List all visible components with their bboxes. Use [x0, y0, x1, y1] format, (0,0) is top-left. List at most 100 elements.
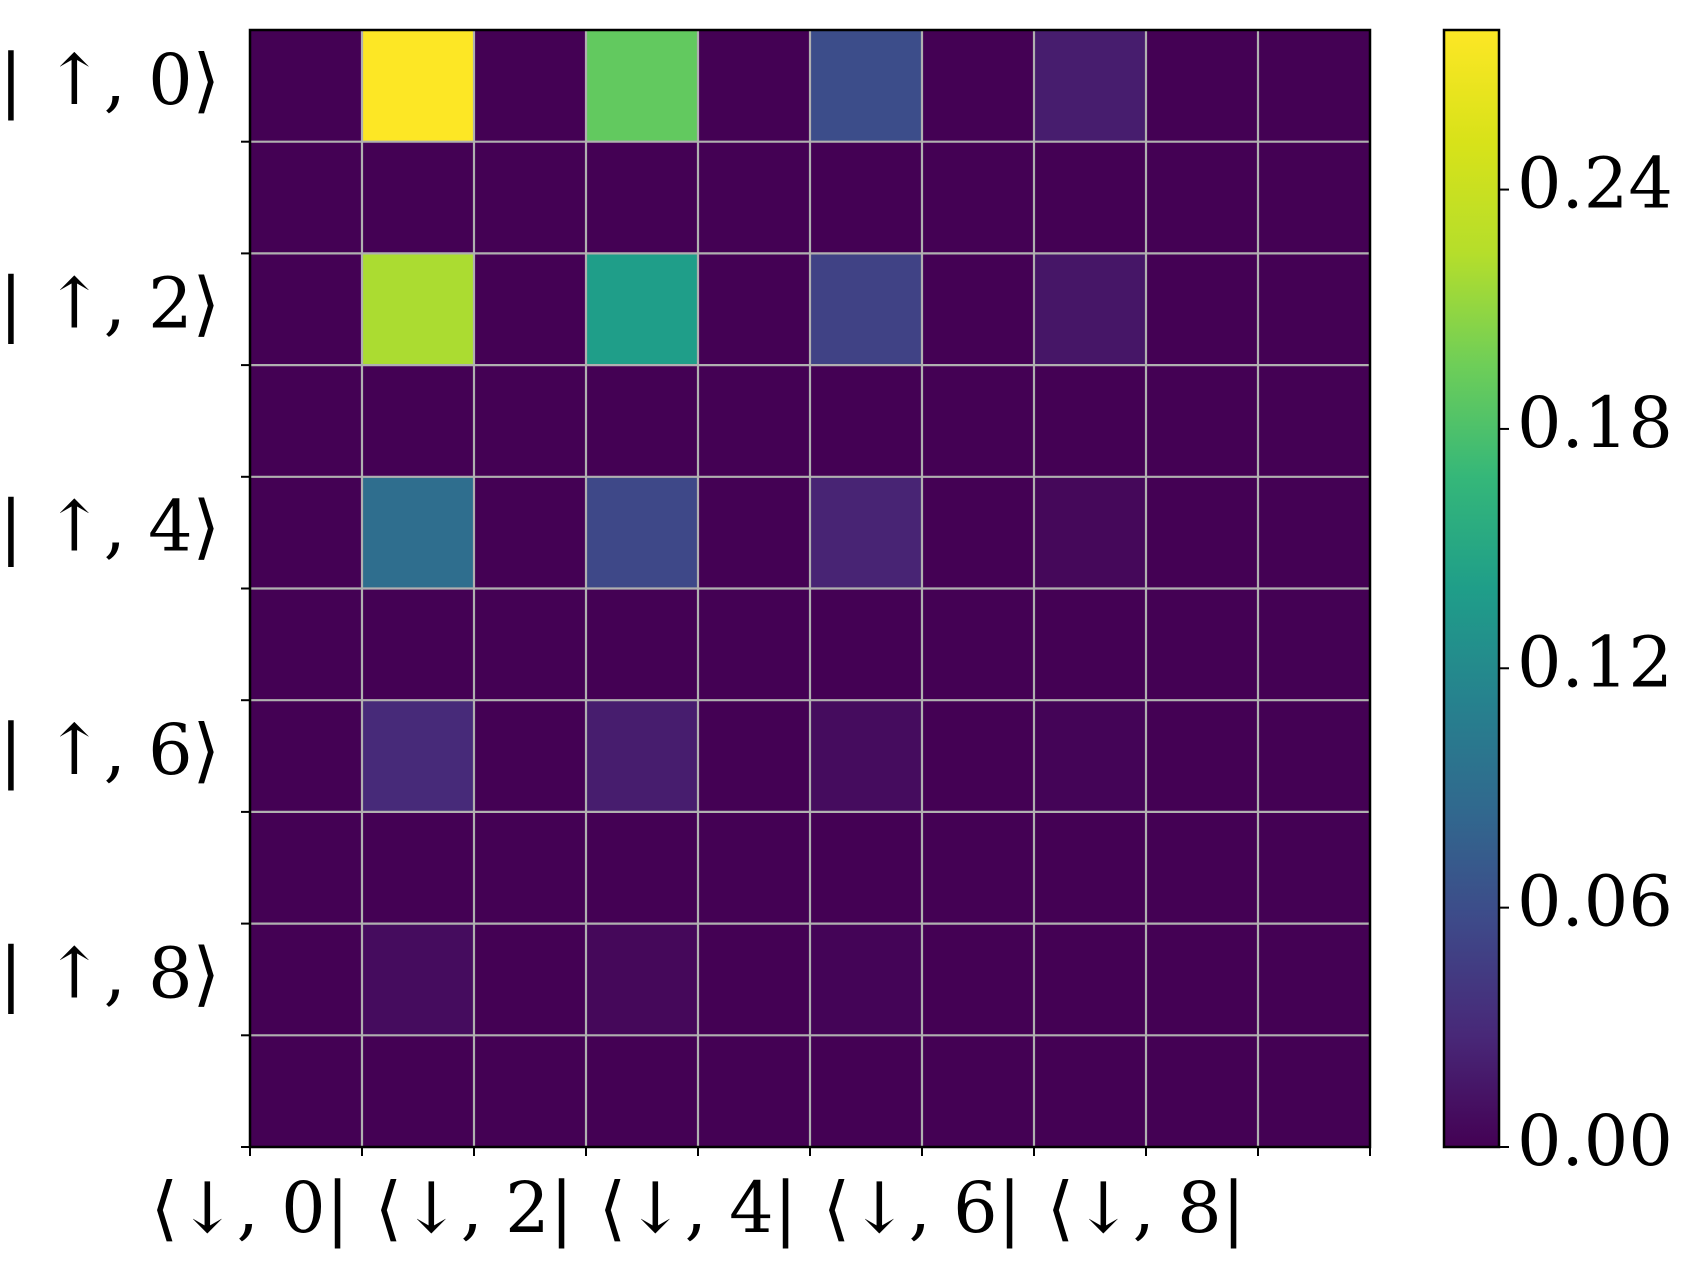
heatmap-cell-r7-c6	[922, 811, 1035, 925]
heatmap-cell-r4-c9	[1258, 476, 1371, 589]
heatmap-cell-r0-c9	[1258, 30, 1371, 143]
heatmap-cell-r0-c3	[586, 30, 699, 143]
heatmap-cell-r8-c0	[250, 923, 363, 1036]
heatmap-cell-r4-c5	[810, 476, 923, 589]
heatmap-cell-r5-c0	[250, 588, 363, 701]
heatmap-cell-r1-c2	[474, 141, 587, 254]
heatmap-gridlines	[250, 30, 1370, 1147]
x-tick-label: ⟨↓, 8|	[1047, 1167, 1246, 1249]
heatmap-cell-r6-c2	[474, 700, 587, 813]
heatmap-cell-r6-c4	[698, 700, 811, 813]
heatmap-cell-r9-c1	[362, 1035, 475, 1148]
heatmap-cell-r3-c5	[810, 365, 923, 478]
heatmap-cell-r2-c0	[250, 253, 363, 366]
heatmap-cell-r0-c2	[474, 30, 587, 143]
heatmap-cell-r5-c1	[362, 588, 475, 701]
heatmap-cell-r1-c9	[1258, 141, 1371, 254]
heatmap-cell-r1-c8	[1146, 141, 1259, 254]
heatmap-cell-r4-c2	[474, 476, 587, 589]
heatmap-cell-r8-c4	[698, 923, 811, 1036]
x-tick-labels: ⟨↓, 0| ⟨↓, 2| ⟨↓, 4| ⟨↓, 6| ⟨↓, 8|	[151, 1167, 1246, 1249]
heatmap-cell-r0-c4	[698, 30, 811, 143]
x-tick-label: ⟨↓, 4|	[599, 1167, 798, 1249]
heatmap-cell-r9-c4	[698, 1035, 811, 1148]
heatmap-cell-r2-c5	[810, 253, 923, 366]
heatmap-cell-r9-c8	[1146, 1035, 1259, 1148]
heatmap-cell-r6-c5	[810, 700, 923, 813]
y-tick-label: | ↑, 4⟩	[0, 486, 220, 568]
heatmap-cell-r6-c3	[586, 700, 699, 813]
heatmap-cell-r6-c9	[1258, 700, 1371, 813]
heatmap-cell-r7-c8	[1146, 811, 1259, 925]
heatmap-cell-r9-c2	[474, 1035, 587, 1148]
y-tick-label: | ↑, 0⟩	[0, 39, 220, 121]
heatmap-cell-r7-c3	[586, 811, 699, 925]
heatmap-cell-r8-c5	[810, 923, 923, 1036]
heatmap-cell-r0-c7	[1034, 30, 1147, 143]
heatmap-cell-r6-c8	[1146, 700, 1259, 813]
heatmap-cell-r0-c8	[1146, 30, 1259, 143]
heatmap-cell-r1-c5	[810, 141, 923, 254]
colorbar-ticks: 0.00 0.06 0.12 0.18 0.24	[1499, 143, 1673, 1182]
colorbar-tick-label: 0.24	[1517, 143, 1673, 225]
heatmap-cell-r7-c1	[362, 811, 475, 925]
colorbar	[1442, 28, 1501, 1149]
heatmap-cell-r2-c4	[698, 253, 811, 366]
colorbar-tick-label: 0.00	[1517, 1100, 1673, 1182]
heatmap-cell-r9-c9	[1258, 1035, 1371, 1148]
heatmap-cell-r8-c3	[586, 923, 699, 1036]
heatmap-cell-r4-c6	[922, 476, 1035, 589]
heatmap-cell-r8-c9	[1258, 923, 1371, 1036]
heatmap-cell-r4-c1	[362, 476, 475, 589]
heatmap-cell-r4-c0	[250, 476, 363, 589]
heatmap-cell-r8-c7	[1034, 923, 1147, 1036]
heatmap-cell-r0-c5	[810, 30, 923, 143]
y-tick-label: | ↑, 2⟩	[0, 262, 220, 344]
heatmap-cell-r8-c6	[922, 923, 1035, 1036]
heatmap-cell-r4-c3	[586, 476, 699, 589]
heatmap-cell-r1-c1	[362, 141, 475, 254]
heatmap-cell-r2-c8	[1146, 253, 1259, 366]
y-tick-label: | ↑, 8⟩	[0, 932, 220, 1014]
heatmap-cell-r3-c6	[922, 365, 1035, 478]
heatmap-cell-r5-c7	[1034, 588, 1147, 701]
heatmap-cell-r8-c1	[362, 923, 475, 1036]
colorbar-tick-label: 0.18	[1517, 382, 1673, 464]
x-tick-label: ⟨↓, 2|	[375, 1167, 574, 1249]
heatmap-cell-r7-c5	[810, 811, 923, 925]
heatmap-cell-r9-c5	[810, 1035, 923, 1148]
heatmap-cell-r5-c6	[922, 588, 1035, 701]
colorbar-tick-label: 0.06	[1517, 861, 1673, 943]
heatmap-cell-r3-c2	[474, 365, 587, 478]
colorbar-tick-label: 0.12	[1517, 621, 1673, 703]
heatmap-cell-r7-c4	[698, 811, 811, 925]
y-tick-labels: | ↑, 0⟩ | ↑, 2⟩ | ↑, 4⟩ | ↑, 6⟩ | ↑, 8⟩	[0, 39, 220, 1015]
heatmap-cell-r6-c0	[250, 700, 363, 813]
heatmap-cell-r0-c0	[250, 30, 363, 143]
heatmap-cell-r9-c7	[1034, 1035, 1147, 1148]
heatmap-cell-r1-c3	[586, 141, 699, 254]
x-tick-label: ⟨↓, 6|	[823, 1167, 1022, 1249]
heatmap-cell-r1-c0	[250, 141, 363, 254]
heatmap-cell-r5-c2	[474, 588, 587, 701]
heatmap-cell-r3-c9	[1258, 365, 1371, 478]
x-tick-label: ⟨↓, 0|	[151, 1167, 350, 1249]
heatmap-cell-r5-c4	[698, 588, 811, 701]
heatmap-cell-r6-c6	[922, 700, 1035, 813]
y-tick-label: | ↑, 6⟩	[0, 709, 220, 791]
heatmap-cell-r3-c1	[362, 365, 475, 478]
heatmap-cell-r0-c6	[922, 30, 1035, 143]
heatmap-cell-r3-c4	[698, 365, 811, 478]
heatmap-cell-r2-c9	[1258, 253, 1371, 366]
heatmap-cell-r5-c3	[586, 588, 699, 701]
heatmap-cell-r6-c7	[1034, 700, 1147, 813]
heatmap-cell-r2-c1	[362, 253, 475, 366]
heatmap-cell-r3-c3	[586, 365, 699, 478]
heatmap-cell-r1-c6	[922, 141, 1035, 254]
heatmap-cell-r6-c1	[362, 700, 475, 813]
heatmap-cell-r4-c7	[1034, 476, 1147, 589]
heatmap-cell-r1-c4	[698, 141, 811, 254]
heatmap-cell-r7-c7	[1034, 811, 1147, 925]
heatmap-cell-r5-c5	[810, 588, 923, 701]
heatmap-cell-r2-c6	[922, 253, 1035, 366]
